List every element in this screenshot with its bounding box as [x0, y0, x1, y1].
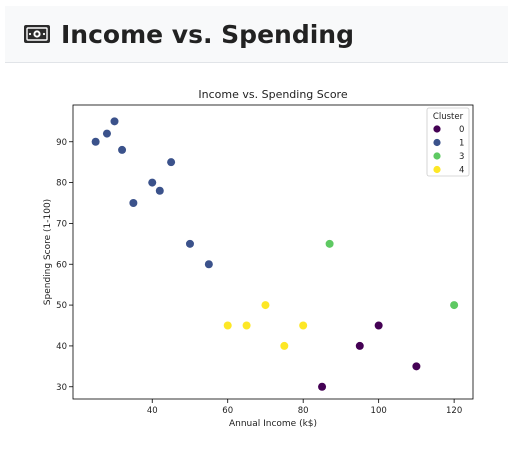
- y-tick-label: 80: [56, 179, 67, 189]
- legend-title: Cluster: [433, 112, 464, 122]
- data-point-cluster-3: [325, 239, 334, 248]
- y-tick-label: 40: [56, 342, 67, 352]
- data-point-cluster-1: [110, 117, 119, 126]
- y-axis-label: Spending Score (1-100): [43, 199, 53, 305]
- data-point-cluster-0: [412, 362, 421, 371]
- data-point-cluster-4: [261, 301, 270, 310]
- data-point-cluster-1: [185, 239, 194, 248]
- legend-label: 3: [459, 152, 464, 162]
- legend-label: 0: [459, 125, 464, 135]
- data-point-cluster-0: [355, 341, 364, 350]
- x-tick-label: 40: [147, 406, 158, 416]
- data-point-cluster-1: [155, 186, 164, 195]
- plot-area: [72, 104, 474, 400]
- legend-marker: [433, 165, 441, 174]
- data-point-cluster-1: [204, 260, 213, 269]
- data-point-cluster-1: [167, 158, 176, 167]
- x-tick-label: 80: [298, 406, 309, 416]
- data-point-cluster-1: [91, 137, 100, 146]
- data-point-cluster-1: [148, 178, 157, 187]
- legend: Cluster 0 1 3 4: [426, 107, 470, 177]
- legend-label: 4: [459, 166, 464, 176]
- legend-marker: [433, 152, 441, 160]
- x-tick-label: 100: [371, 406, 387, 416]
- data-point-cluster-4: [280, 341, 289, 350]
- x-axis-label: Annual Income (k$): [229, 419, 317, 429]
- data-point-cluster-3: [450, 301, 459, 310]
- data-point-cluster-0: [374, 321, 383, 330]
- data-point-cluster-4: [223, 321, 232, 330]
- y-tick-label: 50: [56, 301, 67, 311]
- data-point-cluster-1: [102, 129, 111, 138]
- x-tick-label: 120: [446, 406, 462, 416]
- y-tick-label: 90: [56, 138, 67, 148]
- chart-title: Income vs. Spending Score: [198, 88, 347, 101]
- data-point-cluster-4: [242, 321, 251, 330]
- legend-marker: [433, 125, 441, 133]
- data-point-cluster-1: [118, 145, 127, 154]
- data-point-cluster-1: [129, 199, 138, 207]
- data-point-cluster-4: [299, 321, 308, 330]
- y-tick-label: 60: [56, 260, 67, 270]
- page-header: Income vs. Spending: [5, 6, 508, 63]
- y-tick-label: 70: [56, 219, 67, 229]
- y-tick-label: 30: [56, 383, 67, 393]
- data-point-cluster-0: [318, 382, 327, 391]
- legend-marker: [433, 138, 441, 147]
- money-bill-icon: [24, 25, 50, 43]
- x-tick-label: 60: [222, 406, 233, 416]
- legend-label: 1: [459, 139, 464, 149]
- page-title: Income vs. Spending: [61, 19, 354, 49]
